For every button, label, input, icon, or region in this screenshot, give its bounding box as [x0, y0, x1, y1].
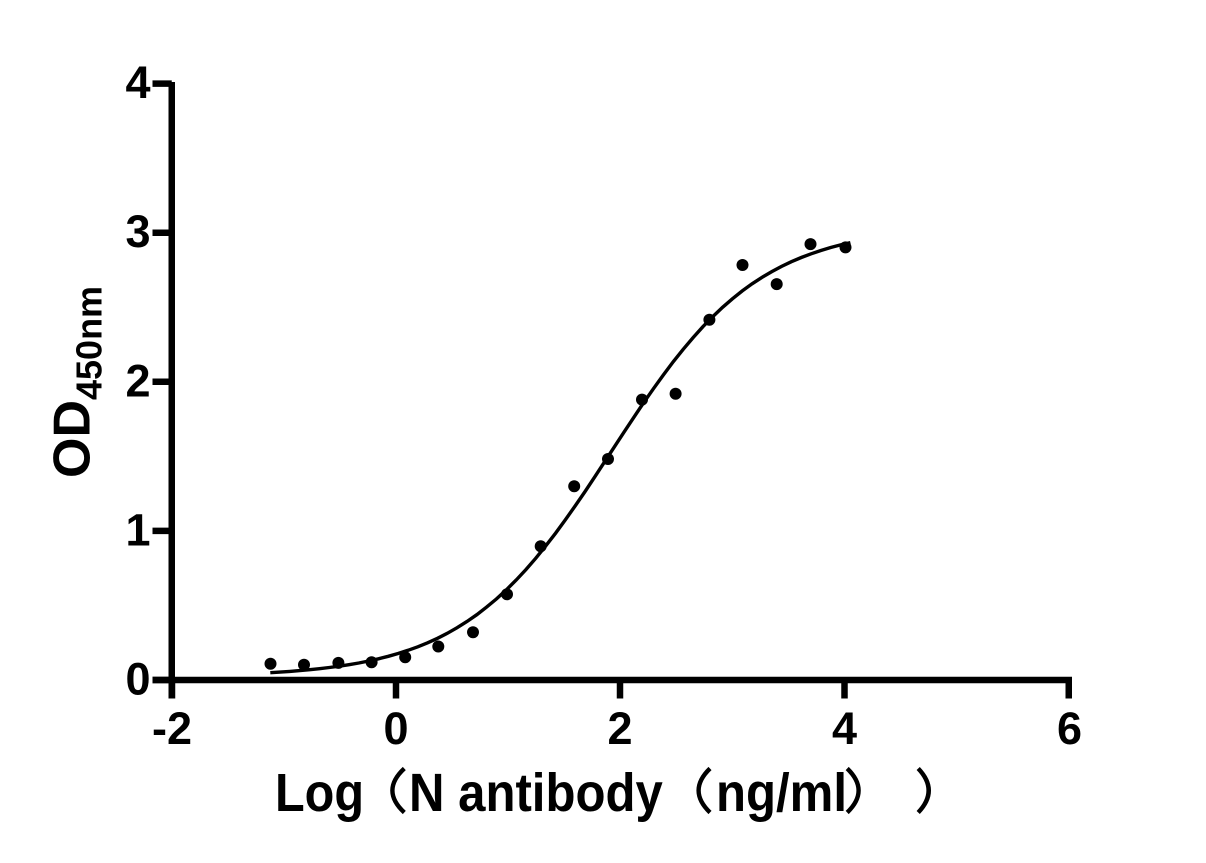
svg-text:4: 4 — [832, 703, 857, 754]
svg-text:1: 1 — [125, 504, 150, 555]
svg-text:ng/ml: ng/ml — [716, 762, 847, 823]
svg-text:0: 0 — [125, 654, 150, 705]
svg-text:4: 4 — [125, 57, 150, 108]
svg-text:2: 2 — [607, 703, 632, 754]
svg-text:N antibody: N antibody — [409, 762, 663, 823]
svg-text:0: 0 — [383, 703, 408, 754]
svg-text:2: 2 — [125, 355, 150, 406]
svg-text:-2: -2 — [152, 703, 192, 754]
svg-text:Log: Log — [275, 762, 364, 823]
svg-text:OD450nm: OD450nm — [44, 286, 110, 478]
svg-text:6: 6 — [1057, 703, 1082, 754]
svg-text:3: 3 — [125, 206, 150, 257]
